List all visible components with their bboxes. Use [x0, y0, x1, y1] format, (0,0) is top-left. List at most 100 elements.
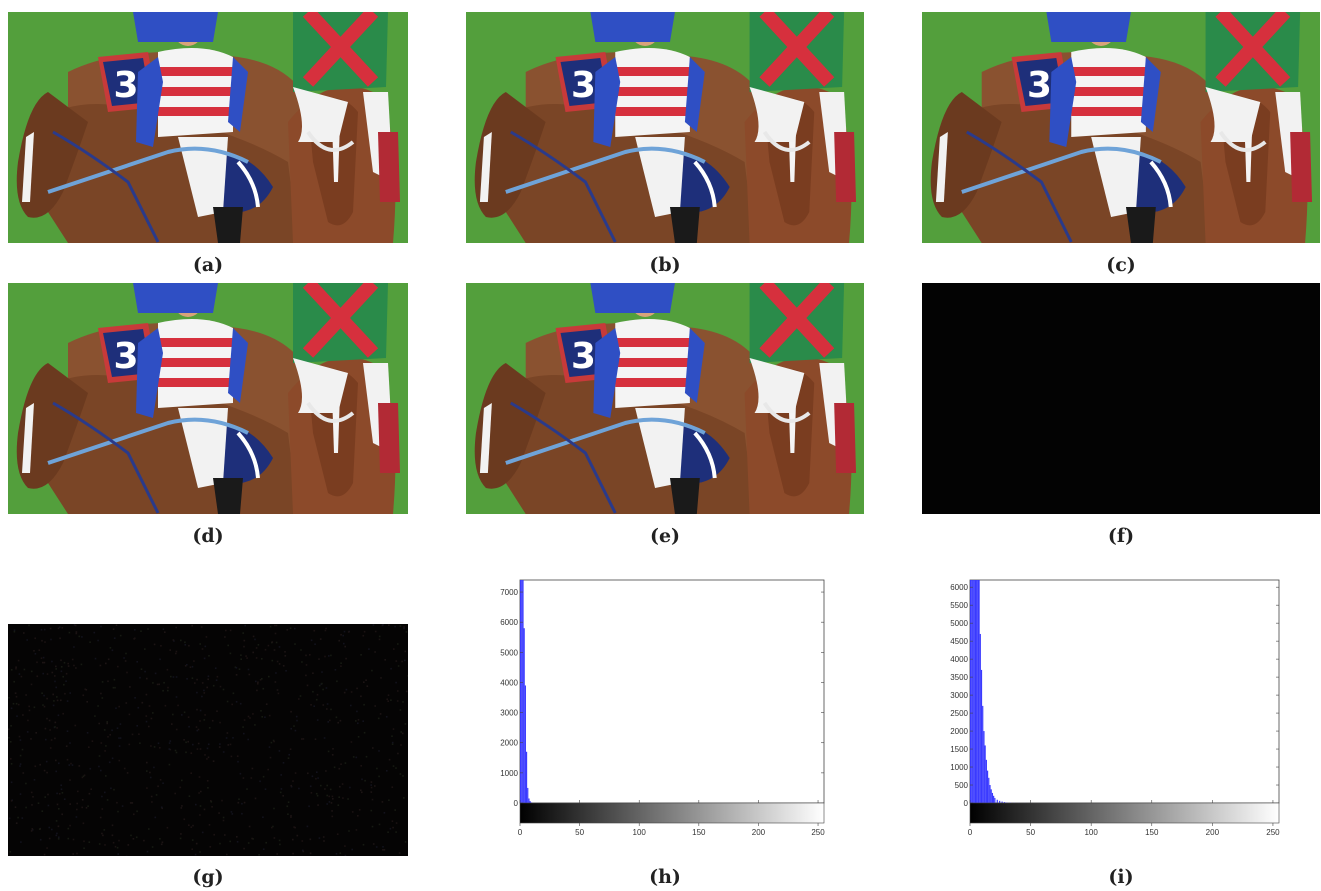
histogram-bar — [973, 580, 975, 803]
histogram-bar — [988, 777, 990, 803]
histogram-bar — [974, 580, 977, 803]
racing-scene: 3 — [466, 283, 864, 514]
svg-text:3: 3 — [571, 65, 596, 106]
x-tick-label: 150 — [692, 828, 706, 837]
y-tick-label: 6000 — [950, 583, 968, 592]
histogram-bar — [529, 801, 531, 803]
y-tick-label: 5000 — [500, 648, 518, 657]
svg-text:3: 3 — [113, 336, 138, 377]
y-tick-label: 5500 — [950, 601, 968, 610]
histogram-bar — [528, 798, 530, 803]
histogram-bar — [985, 759, 987, 803]
y-tick-label: 4500 — [950, 637, 968, 646]
x-tick-label: 100 — [633, 828, 647, 837]
caption-c: (c) — [1106, 254, 1136, 276]
histogram-i: 0 500 1000 1500 2000 2500 3000 3500 4000 4500 5000… — [950, 576, 1285, 841]
y-tick-label: 0 — [514, 799, 519, 808]
caption-h: (h) — [649, 866, 681, 888]
plot-frame — [519, 579, 825, 804]
histogram-bar — [982, 705, 984, 803]
y-tick-label: 5000 — [950, 619, 968, 628]
svg-text:3: 3 — [1027, 65, 1052, 106]
racing-scene: 3 — [8, 12, 408, 243]
grayscale-colorbar — [969, 802, 1280, 824]
y-tick-label: 6000 — [500, 618, 518, 627]
racing-scene: 3 — [466, 12, 864, 243]
photo-a: 3 — [8, 12, 408, 243]
caption-b: (b) — [649, 254, 681, 276]
grayscale-colorbar — [519, 802, 825, 824]
y-tick-label: 1500 — [950, 745, 968, 754]
histogram-bar — [972, 580, 974, 803]
histogram-bar — [527, 787, 529, 803]
caption-f: (f) — [1107, 525, 1135, 547]
histogram-bar — [525, 751, 528, 803]
caption-d: (d) — [192, 525, 224, 547]
plot-frame — [969, 579, 1280, 804]
svg-text:3: 3 — [113, 65, 138, 106]
histogram-bar — [980, 669, 983, 803]
difference-image-g — [8, 624, 408, 856]
x-tick-label: 200 — [1206, 828, 1220, 837]
y-tick-label: 0 — [964, 799, 969, 808]
histogram-bar — [970, 580, 972, 803]
histogram-bar — [989, 785, 991, 803]
y-tick-label: 4000 — [500, 678, 518, 687]
svg-text:3: 3 — [571, 336, 596, 377]
y-tick-label: 3500 — [950, 673, 968, 682]
histogram-h: 0 1000 2000 3000 4000 5000 6000 7000 0 50 100 150 20… — [500, 576, 830, 841]
y-tick-label: 2500 — [950, 709, 968, 718]
y-tick-label: 2000 — [950, 727, 968, 736]
histogram-bar — [524, 685, 526, 803]
y-tick-label: 3000 — [500, 709, 518, 718]
x-tick-label: 100 — [1084, 828, 1098, 837]
y-tick-label: 3000 — [950, 691, 968, 700]
histogram-bar — [521, 580, 523, 803]
y-tick-label: 7000 — [500, 588, 518, 597]
histogram-bar — [991, 792, 994, 803]
x-tick-label: 0 — [968, 828, 973, 837]
photo-d: 3 — [8, 283, 408, 514]
histogram-bar — [983, 731, 985, 803]
y-tick-label: 2000 — [500, 739, 518, 748]
histogram-bar — [977, 580, 979, 803]
histogram-bar — [522, 580, 524, 803]
x-tick-label: 0 — [518, 828, 523, 837]
histogram-bar — [1003, 802, 1006, 803]
histogram-bar — [979, 633, 981, 803]
histogram-bar — [971, 580, 973, 803]
histogram-svg: 0 1000 2000 3000 4000 5000 6000 7000 0 50 100 150 20… — [500, 579, 825, 837]
photo-b: 3 — [466, 12, 864, 243]
histogram-bar — [994, 797, 996, 803]
histogram-bar — [976, 580, 978, 803]
y-tick-label: 1000 — [500, 769, 518, 778]
caption-i: (i) — [1108, 866, 1134, 888]
racing-scene: 3 — [922, 12, 1320, 243]
y-tick-label: 500 — [955, 781, 969, 790]
x-tick-label: 200 — [752, 828, 766, 837]
histogram-bar — [523, 628, 525, 803]
caption-a: (a) — [192, 254, 224, 276]
histogram-bar — [1001, 801, 1003, 803]
x-tick-label: 150 — [1145, 828, 1159, 837]
histogram-bar — [520, 580, 522, 803]
y-tick-label: 4000 — [950, 655, 968, 664]
histogram-bar — [986, 770, 989, 803]
y-tick-label: 1000 — [950, 763, 968, 772]
x-tick-label: 250 — [811, 828, 825, 837]
histogram-bar — [984, 745, 986, 803]
histogram-bar — [978, 580, 980, 803]
difference-image-f — [922, 283, 1320, 514]
caption-e: (e) — [649, 525, 681, 547]
photo-c: 3 — [922, 12, 1320, 243]
x-tick-label: 50 — [575, 828, 584, 837]
histogram-bar — [999, 800, 1001, 803]
caption-g: (g) — [192, 866, 224, 888]
histogram-bar — [990, 789, 992, 803]
racing-scene: 3 — [8, 283, 408, 514]
histogram-bar — [993, 795, 995, 803]
noise-pattern — [8, 624, 408, 856]
histogram-bar — [996, 799, 998, 803]
x-tick-label: 250 — [1266, 828, 1280, 837]
x-tick-label: 50 — [1026, 828, 1035, 837]
